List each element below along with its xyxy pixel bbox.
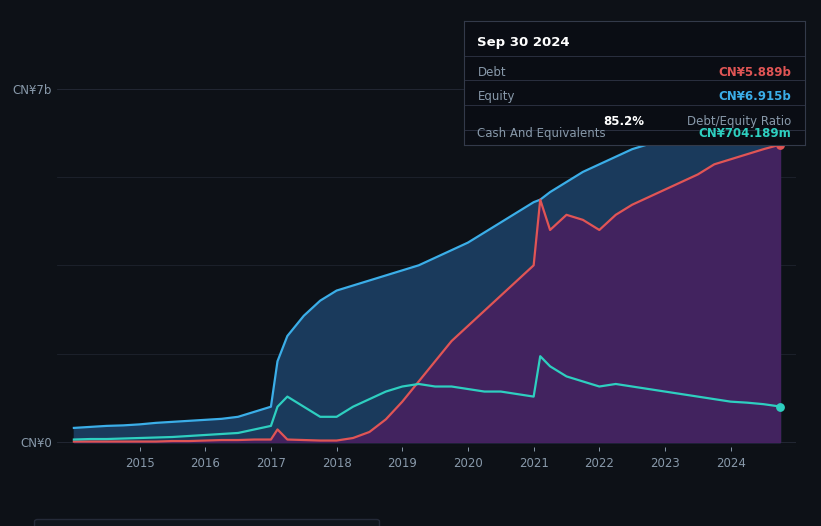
Text: 85.2%: 85.2% — [603, 115, 644, 128]
Legend: Debt, Equity, Cash And Equivalents: Debt, Equity, Cash And Equivalents — [34, 519, 378, 526]
Text: Equity: Equity — [478, 90, 515, 103]
Point — [773, 140, 787, 149]
Point — [773, 402, 787, 411]
Text: Sep 30 2024: Sep 30 2024 — [478, 36, 570, 49]
Text: Cash And Equivalents: Cash And Equivalents — [478, 127, 606, 140]
Text: CN¥704.189m: CN¥704.189m — [698, 127, 791, 140]
Text: Debt/Equity Ratio: Debt/Equity Ratio — [686, 115, 791, 128]
Text: CN¥6.915b: CN¥6.915b — [718, 90, 791, 103]
Text: Debt: Debt — [478, 66, 506, 78]
Point — [773, 89, 787, 97]
Text: CN¥5.889b: CN¥5.889b — [718, 66, 791, 78]
